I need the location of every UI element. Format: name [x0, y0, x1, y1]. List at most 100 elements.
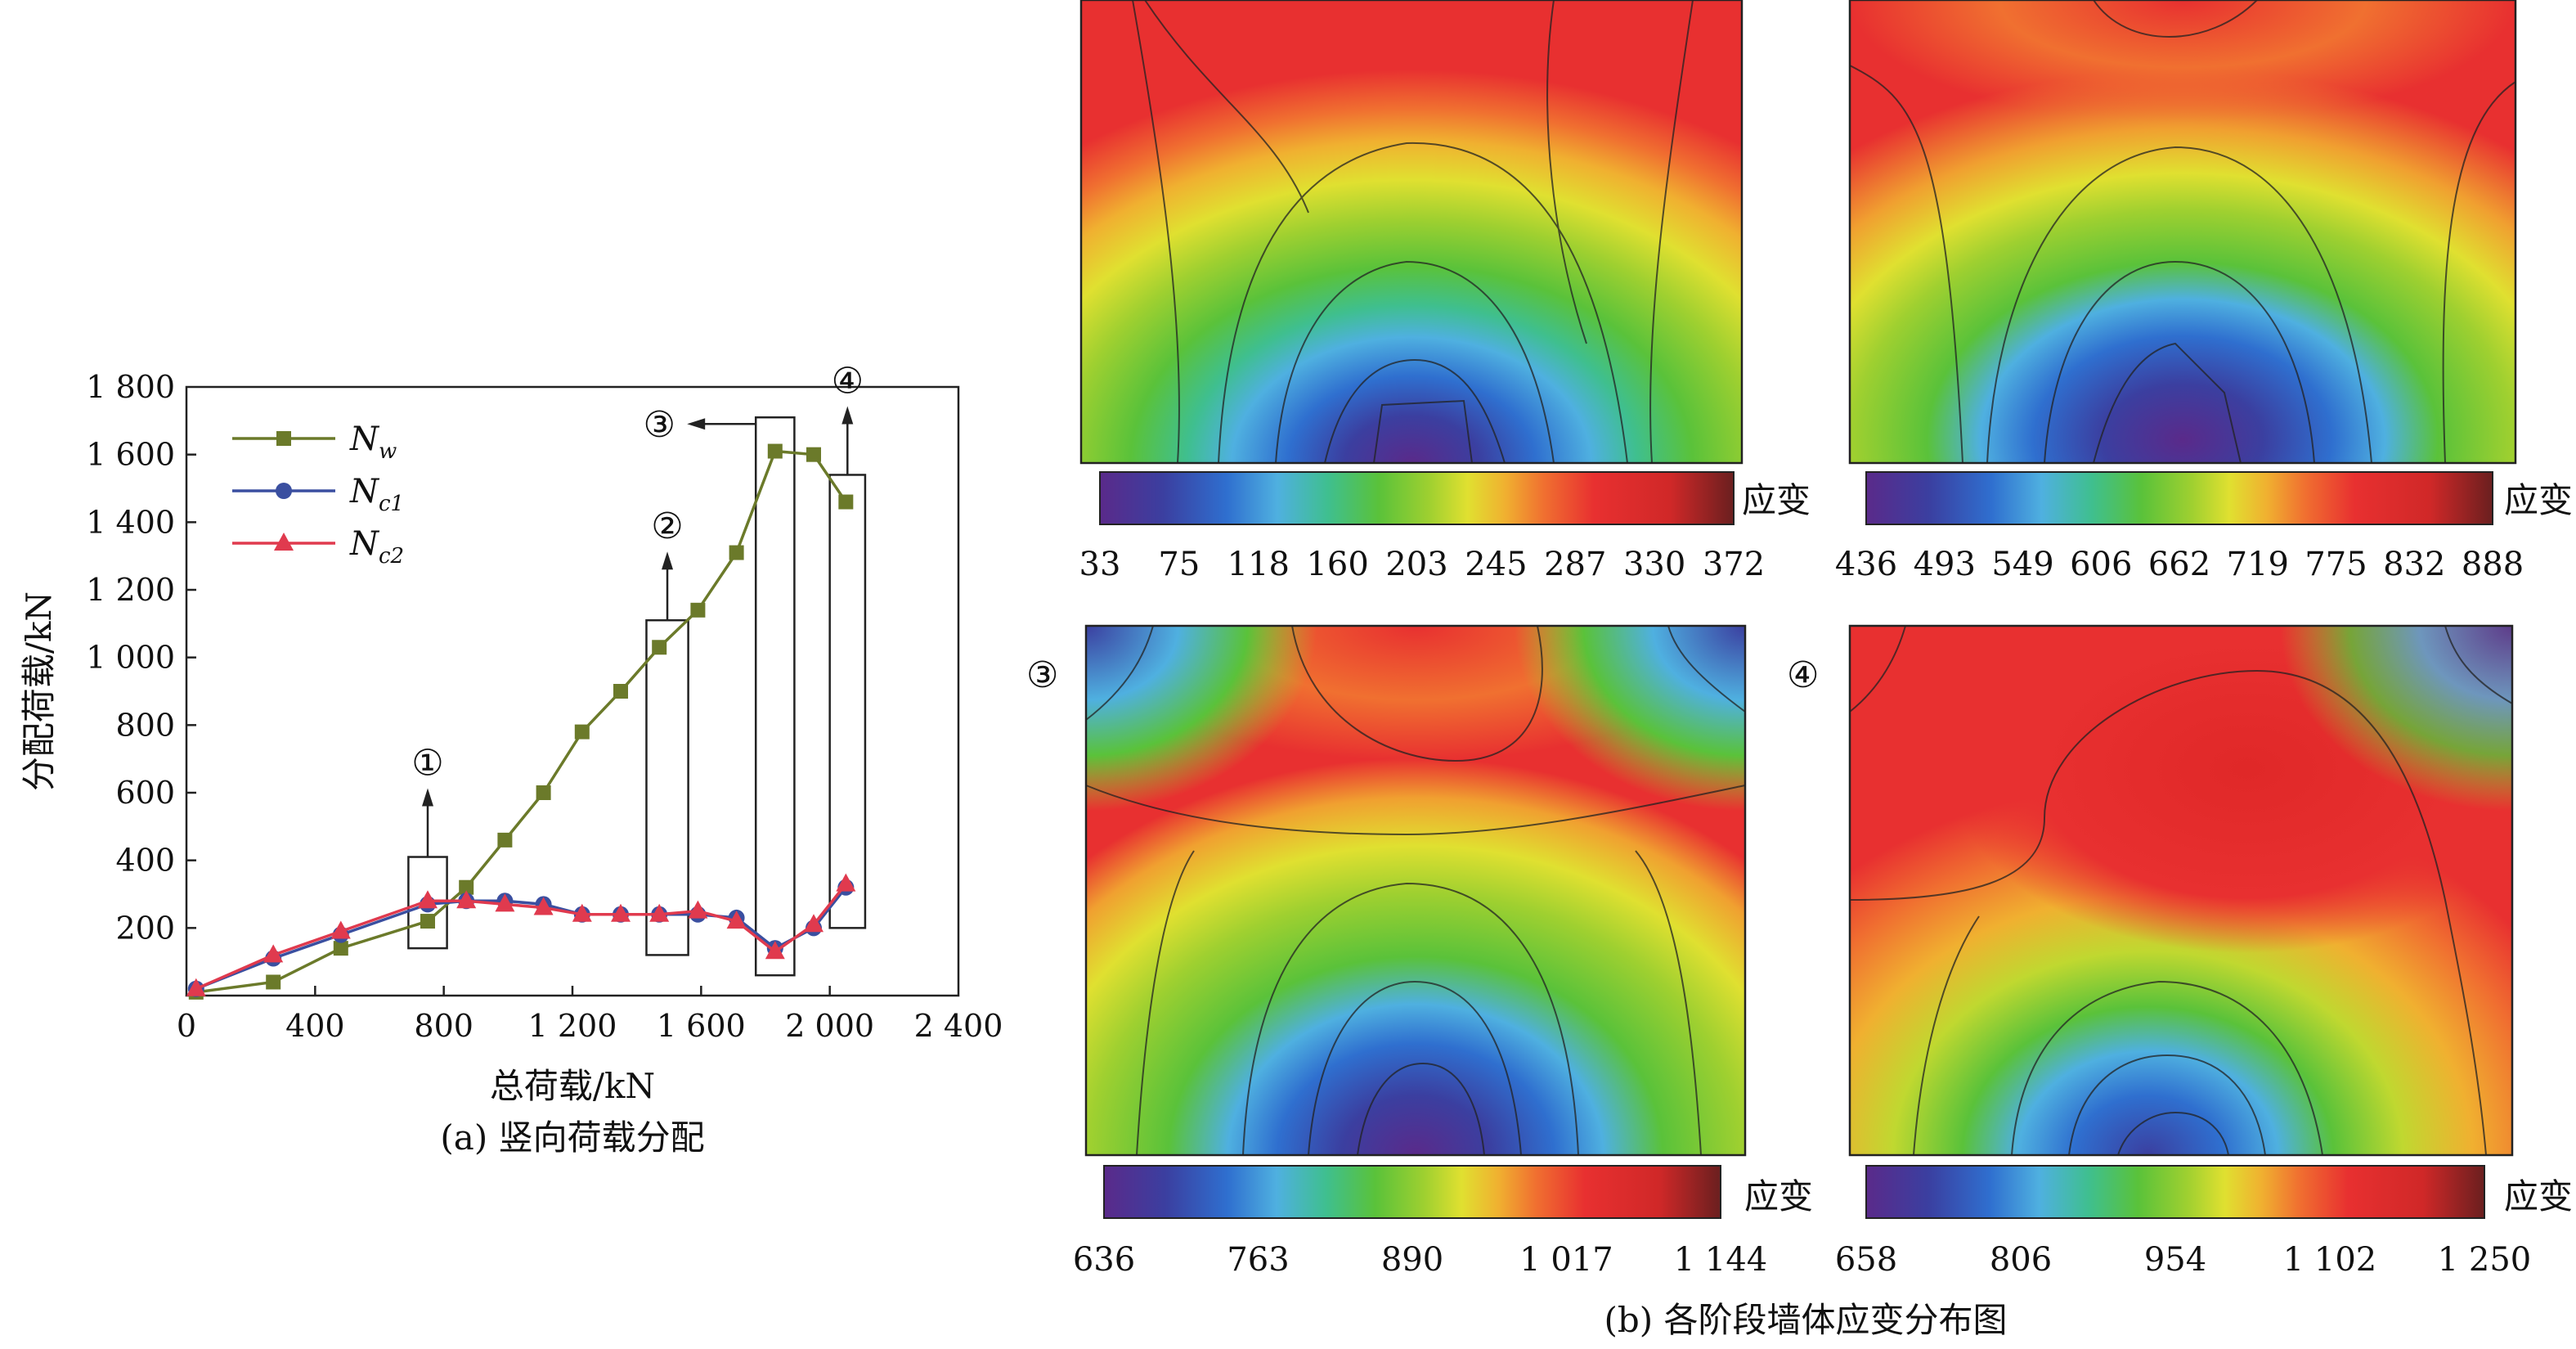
series-point [838, 494, 854, 510]
series-line [195, 449, 847, 994]
colorbar-ticks-1: 33 75 118 160 203 245 287 330 372 [1079, 546, 1766, 583]
stage-arrowhead [662, 551, 674, 570]
series-point [690, 602, 706, 618]
legend-marker [274, 533, 294, 551]
series-point [186, 978, 206, 996]
panel-label-3: ③ [1026, 654, 1058, 696]
stage-box [754, 416, 796, 977]
strain-map-1 [1081, 0, 1742, 463]
colorbar-tick-label: 763 [1227, 1241, 1289, 1279]
x-tick-label: 800 [414, 1008, 473, 1044]
strain-map-panel-2: 应变 436 493 549 606 662 719 775 832 888 [1835, 0, 2573, 583]
colorbar-tick-label: 493 [1914, 546, 1976, 583]
y-axis-label: 分配荷载/kN [19, 591, 59, 791]
series-point [497, 832, 513, 848]
legend-label: Nw [349, 420, 397, 464]
y-tick-label: 1 600 [86, 437, 175, 473]
caption-b: (b) 各阶段墙体应变分布图 [1604, 1300, 2007, 1340]
series-w [188, 443, 854, 1000]
y-tick-label: 1 000 [86, 640, 175, 676]
colorbar-tick-label: 1 102 [2283, 1241, 2377, 1279]
series-point [533, 897, 554, 915]
series-point [611, 903, 631, 922]
colorbar-ticks-2: 436 493 549 606 662 719 775 832 888 [1835, 546, 2524, 583]
series-point [836, 873, 856, 892]
stage-arrowhead [687, 418, 706, 430]
y-tick-label: 1 200 [86, 572, 175, 608]
series-point [649, 903, 670, 922]
colorbar-tick-label: 1 017 [1519, 1241, 1613, 1279]
colorbar-tick-label: 658 [1835, 1241, 1897, 1279]
x-tick-label: 1 200 [528, 1008, 617, 1044]
colorbar-4 [1865, 1165, 2485, 1219]
colorbar-2 [1865, 471, 2493, 525]
legend-subscript: c2 [379, 544, 404, 569]
colorbar-title-1: 应变 [1742, 480, 1811, 520]
colorbar-title-3: 应变 [1744, 1176, 1813, 1216]
series-c1 [187, 879, 855, 997]
contour-lines-1 [1132, 0, 1694, 464]
series-point [613, 684, 628, 699]
series-point [333, 941, 348, 956]
y-tick-label: 1 800 [86, 369, 175, 405]
stage-arrowhead [841, 406, 854, 425]
x-tick-label: 0 [177, 1008, 196, 1044]
series-point [266, 974, 281, 990]
x-tick-label: 2 400 [914, 1008, 1003, 1044]
series-point [572, 903, 592, 922]
stage-label: ① [411, 743, 443, 785]
legend-label: Nc1 [349, 473, 404, 516]
colorbar-tick-label: 1 250 [2438, 1241, 2532, 1279]
stage-box [828, 474, 867, 929]
series-point [536, 785, 551, 800]
legend-marker [276, 431, 291, 446]
series-point [574, 724, 590, 740]
colorbar-tick-label: 719 [2227, 546, 2289, 583]
caption-a: (a) 竖向荷载分配 [440, 1117, 704, 1158]
colorbar-tick-label: 775 [2304, 546, 2367, 583]
series-point [263, 944, 284, 963]
strain-map-panel-1: 应变 33 75 118 160 203 245 287 330 372 [1079, 0, 1811, 583]
colorbar-tick-label: 888 [2462, 546, 2524, 583]
legend-subscript: c1 [379, 492, 404, 516]
strain-maps: 应变 33 75 118 160 203 245 287 330 372 应变 436 493 54… [1026, 0, 2573, 1340]
colorbar-tick-label: 662 [2148, 546, 2210, 583]
x-axis-label: 总荷载/kN [490, 1066, 655, 1106]
y-tick-label: 1 400 [86, 504, 175, 540]
series-c2 [186, 873, 856, 996]
stage-arrowhead [422, 788, 433, 807]
legend-marker [276, 483, 292, 499]
y-axis-ticks: 200 400 600 800 1 000 1 200 1 400 1 600 1 800 [86, 369, 196, 946]
series-point [495, 893, 515, 912]
x-tick-label: 2 000 [785, 1008, 874, 1044]
y-tick-label: 800 [115, 707, 175, 743]
colorbar-3 [1103, 1165, 1721, 1219]
colorbar-tick-label: 832 [2383, 546, 2445, 583]
colorbar-tick-label: 372 [1703, 546, 1765, 583]
contour-lines-2 [1849, 0, 2516, 464]
panel-label-4: ④ [1787, 654, 1819, 696]
strain-map-panel-4: 应变 658 806 954 1 102 1 250 ④ [1787, 624, 2573, 1279]
colorbar-1 [1099, 471, 1735, 525]
legend: Nw Nc1 Nc2 [232, 420, 404, 569]
series-point [729, 545, 744, 560]
colorbar-tick-label: 954 [2144, 1241, 2206, 1279]
colorbar-ticks-3: 636 763 890 1 017 1 144 [1073, 1241, 1767, 1279]
series-point [652, 640, 667, 655]
legend-subscript: w [379, 439, 397, 464]
series-point [418, 890, 438, 909]
y-tick-label: 600 [115, 775, 175, 811]
colorbar-tick-label: 806 [1990, 1241, 2052, 1279]
load-distribution-chart: 0 400 800 1 200 1 600 2 000 2 400 200 400 600 800… [19, 360, 1003, 1158]
colorbar-tick-label: 890 [1381, 1241, 1443, 1279]
series-point [330, 920, 351, 939]
colorbar-tick-label: 245 [1465, 546, 1527, 583]
colorbar-tick-label: 606 [2070, 546, 2132, 583]
colorbar-title-2: 应变 [2504, 480, 2573, 520]
stage-box [645, 618, 689, 956]
stage-label: ② [651, 506, 683, 547]
colorbar-tick-label: 436 [1835, 546, 1897, 583]
colorbar-tick-label: 287 [1544, 546, 1606, 583]
series-point [459, 879, 474, 895]
series-point [726, 911, 747, 929]
